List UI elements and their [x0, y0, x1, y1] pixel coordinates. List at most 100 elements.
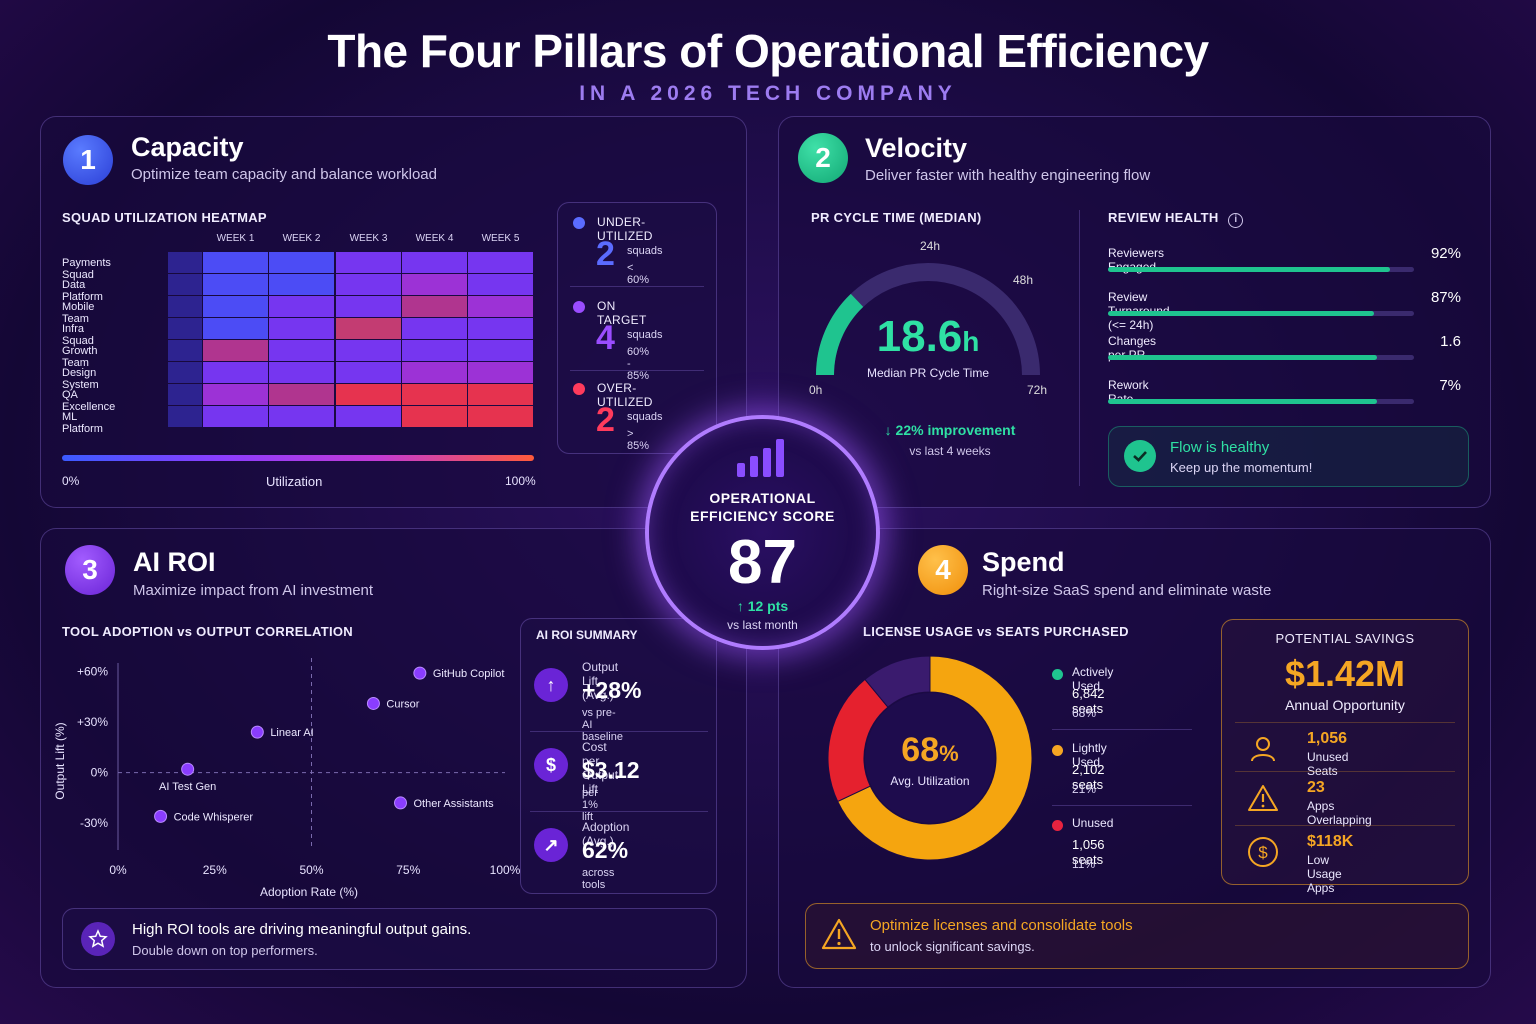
savings-item-label: Low Usage Apps: [1307, 853, 1342, 895]
heatmap-squad-label: Growth Team: [62, 345, 98, 369]
warning-icon: [821, 918, 857, 950]
ai-summary-label: Cost per Output Lift: [582, 740, 619, 796]
heatmap-cell[interactable]: [203, 406, 268, 427]
heatmap-cell[interactable]: [336, 296, 401, 317]
heatmap-cell[interactable]: [468, 274, 533, 295]
review-metric-value: 92%: [1430, 245, 1461, 262]
gauge-value: 18.6h: [828, 312, 1028, 362]
legend-dot: [1052, 820, 1063, 831]
scatter-point[interactable]: [366, 696, 380, 710]
heatmap-cell[interactable]: [203, 252, 268, 273]
heatmap-cell[interactable]: [402, 362, 467, 383]
heatmap-cell[interactable]: [468, 362, 533, 383]
heatmap-cell[interactable]: [402, 340, 467, 361]
savings-item-value: $118K: [1307, 833, 1354, 850]
scatter-point[interactable]: [413, 666, 427, 680]
info-icon[interactable]: i: [1228, 213, 1244, 228]
savings-item-value: 23: [1307, 779, 1325, 796]
heatmap-cell[interactable]: [336, 252, 401, 273]
spend-alert-title: Optimize licenses and consolidate tools: [870, 917, 1133, 934]
y-axis-label: Output Lift (%): [53, 722, 67, 799]
scale-label: Utilization: [266, 474, 323, 489]
donut-segment[interactable]: [864, 655, 931, 708]
velocity-number-badge: 2: [798, 133, 848, 183]
heatmap-cell[interactable]: [468, 252, 533, 273]
scatter-point[interactable]: [181, 762, 195, 776]
heatmap-cell[interactable]: [269, 362, 334, 383]
heatmap-cell[interactable]: [336, 274, 401, 295]
summary-count: 2: [596, 401, 615, 439]
y-tick-label: +60%: [77, 664, 108, 678]
scatter-point[interactable]: [394, 796, 408, 810]
y-tick-label: 0%: [91, 766, 109, 780]
donut-segment[interactable]: [837, 655, 1033, 861]
flow-subtitle: Keep up the momentum!: [1170, 460, 1313, 475]
gauge-fill: [816, 293, 864, 376]
heatmap-cell[interactable]: [336, 384, 401, 405]
heatmap-cell[interactable]: [203, 274, 268, 295]
heatmap-cell[interactable]: [203, 318, 268, 339]
heatmap-cell[interactable]: [269, 274, 334, 295]
heatmap-cell[interactable]: [468, 384, 533, 405]
trend-up-icon: ↗: [534, 828, 568, 862]
heatmap-cell[interactable]: [269, 340, 334, 361]
heatmap-cell[interactable]: [336, 340, 401, 361]
legend-label: Lightly Used: [1072, 741, 1107, 769]
gauge-value-number: 18.6: [876, 312, 963, 361]
dollar-icon: $: [1246, 835, 1280, 869]
heatmap-cell[interactable]: [336, 362, 401, 383]
heatmap-cell[interactable]: [269, 252, 334, 273]
summary-title: ON TARGET: [597, 299, 647, 327]
summary-range: > 85%: [627, 428, 650, 452]
scatter-point[interactable]: [250, 725, 264, 739]
heatmap-cell[interactable]: [402, 318, 467, 339]
heatmap-cell[interactable]: [468, 318, 533, 339]
legend-seats: 1,056 seats: [1072, 837, 1105, 867]
summary-divider: [570, 286, 704, 287]
heatmap-cell[interactable]: [203, 362, 268, 383]
review-metric-value: 87%: [1430, 289, 1461, 306]
heatmap-cell[interactable]: [269, 384, 334, 405]
heatmap-cell[interactable]: [402, 252, 467, 273]
legend-divider: [1052, 805, 1192, 806]
bar-chart-icon: [737, 437, 789, 477]
summary-unit: squads: [627, 329, 663, 341]
ai-summary-title: AI ROI SUMMARY: [536, 628, 638, 642]
donut-value: 68: [901, 731, 940, 769]
flow-health-card: [1108, 426, 1469, 487]
heatmap-row-indicator: [168, 296, 202, 317]
savings-divider: [1235, 825, 1455, 826]
scatter-point-label: Linear AI: [270, 727, 313, 739]
legend-dot: [1052, 745, 1063, 756]
check-icon: [1124, 440, 1156, 472]
review-health-label: REVIEW HEALTH: [1108, 210, 1219, 225]
heatmap-cell[interactable]: [269, 296, 334, 317]
heatmap-cell[interactable]: [468, 406, 533, 427]
heatmap-cell[interactable]: [468, 296, 533, 317]
utilization-scale-bar: [62, 455, 534, 461]
heatmap-cell[interactable]: [203, 296, 268, 317]
heatmap-cell[interactable]: [402, 406, 467, 427]
savings-item-value: 1,056: [1307, 730, 1348, 747]
score-value: 87: [728, 528, 797, 597]
heatmap-cell[interactable]: [402, 296, 467, 317]
scatter-point-label: Other Assistants: [414, 798, 495, 810]
gauge-title: PR CYCLE TIME (MEDIAN): [811, 210, 982, 225]
heatmap-cell[interactable]: [336, 318, 401, 339]
heatmap-cell[interactable]: [468, 340, 533, 361]
heatmap-cell[interactable]: [336, 406, 401, 427]
score-delta: ↑ 12 pts: [645, 598, 880, 614]
savings-value: $1.42M: [1284, 653, 1406, 694]
heatmap-cell[interactable]: [269, 406, 334, 427]
heatmap-cell[interactable]: [269, 318, 334, 339]
heatmap-cell[interactable]: [402, 384, 467, 405]
heatmap-cell[interactable]: [402, 274, 467, 295]
review-health-title: REVIEW HEALTH i: [1108, 210, 1244, 228]
heatmap-cell[interactable]: [203, 384, 268, 405]
heatmap-row-indicator: [168, 340, 202, 361]
heatmap-cell[interactable]: [203, 340, 268, 361]
x-tick-label: 50%: [299, 863, 323, 877]
donut-center-value: 68%: [870, 731, 990, 770]
heatmap-squad-label: Data Platform: [62, 279, 103, 303]
scatter-point[interactable]: [154, 809, 168, 823]
